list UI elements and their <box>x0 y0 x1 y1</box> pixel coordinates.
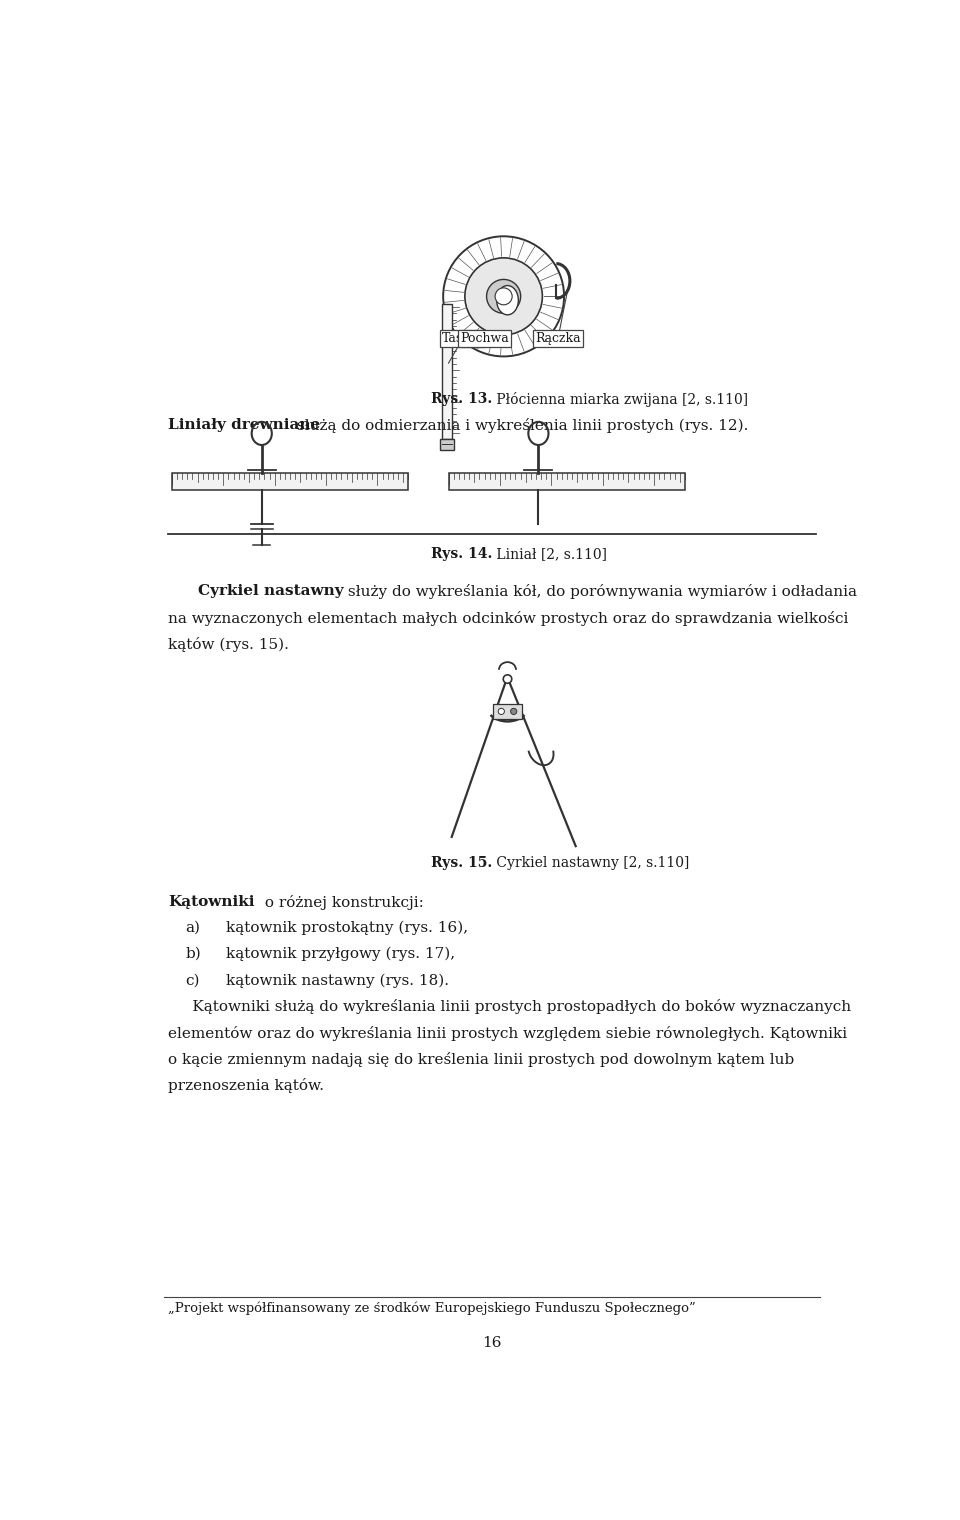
Text: służą do odmierzania i wykreślenia linii prostych (rys. 12).: służą do odmierzania i wykreślenia linii… <box>292 418 749 433</box>
Text: kątownik nastawny (rys. 18).: kątownik nastawny (rys. 18). <box>227 973 449 988</box>
Circle shape <box>465 258 542 334</box>
Text: o różnej konstrukcji:: o różnej konstrukcji: <box>259 895 423 909</box>
Circle shape <box>503 675 512 684</box>
Text: Kątowniki służą do wykreślania linii prostych prostopadłych do boków wyznaczanyc: Kątowniki służą do wykreślania linii pro… <box>168 999 852 1014</box>
Circle shape <box>498 708 504 714</box>
Text: Rys. 13.: Rys. 13. <box>431 392 492 406</box>
Text: Liniały drewniane: Liniały drewniane <box>168 418 321 432</box>
Text: Taśma: Taśma <box>443 333 483 345</box>
Text: Rys. 14.: Rys. 14. <box>431 547 492 561</box>
Bar <box>172 473 408 489</box>
Text: elementów oraz do wykreślania linii prostych względem siebie równoległych. Kątow: elementów oraz do wykreślania linii pros… <box>168 1026 847 1041</box>
Text: Cyrkiel nastawny [2, s.110]: Cyrkiel nastawny [2, s.110] <box>492 856 689 869</box>
Circle shape <box>487 280 520 313</box>
Text: „Projekt współfinansowany ze środków Europejskiego Funduszu Społecznego”: „Projekt współfinansowany ze środków Eur… <box>168 1301 696 1315</box>
Text: Płócienna miarka zwijana [2, s.110]: Płócienna miarka zwijana [2, s.110] <box>492 392 748 407</box>
Text: kątownik przyłgowy (rys. 17),: kątownik przyłgowy (rys. 17), <box>227 947 455 962</box>
Circle shape <box>495 287 512 306</box>
Text: Cyrkiel nastawny: Cyrkiel nastawny <box>198 584 343 599</box>
Bar <box>492 704 522 719</box>
Text: kątownik prostokątny (rys. 16),: kątownik prostokątny (rys. 16), <box>227 921 468 935</box>
Text: Rączka: Rączka <box>535 333 581 345</box>
Text: przenoszenia kątów.: przenoszenia kątów. <box>168 1078 324 1093</box>
Bar <box>448 473 685 489</box>
Ellipse shape <box>496 286 518 315</box>
Text: Rys. 15.: Rys. 15. <box>431 856 492 869</box>
Text: b): b) <box>185 947 201 961</box>
Text: na wyznaczonych elementach małych odcinków prostych oraz do sprawdzania wielkośc: na wyznaczonych elementach małych odcink… <box>168 611 849 626</box>
Text: Pochwa: Pochwa <box>460 333 509 345</box>
Text: o kącie zmiennym nadają się do kreślenia linii prostych pod dowolnym kątem lub: o kącie zmiennym nadają się do kreślenia… <box>168 1052 794 1067</box>
Circle shape <box>511 708 516 714</box>
Text: Liniał [2, s.110]: Liniał [2, s.110] <box>492 547 607 561</box>
Text: kątów (rys. 15).: kątów (rys. 15). <box>168 637 289 652</box>
Bar <box>440 439 454 450</box>
Text: a): a) <box>185 921 200 935</box>
Text: c): c) <box>185 973 200 986</box>
Text: służy do wykreślania kół, do porównywania wymiarów i odładania: służy do wykreślania kół, do porównywani… <box>344 584 857 599</box>
Text: 16: 16 <box>482 1336 502 1350</box>
Text: Kątowniki: Kątowniki <box>168 895 254 909</box>
Bar <box>442 304 452 439</box>
